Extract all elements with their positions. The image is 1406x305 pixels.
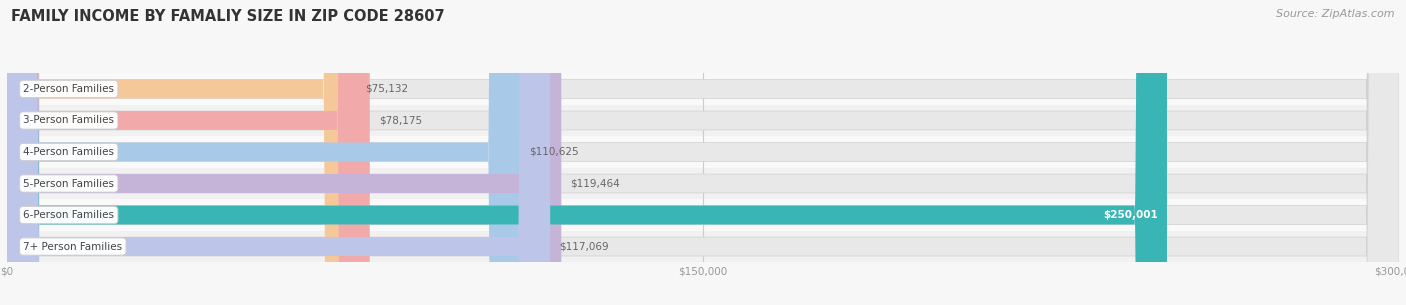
FancyBboxPatch shape <box>7 0 1167 305</box>
FancyBboxPatch shape <box>7 0 561 305</box>
FancyBboxPatch shape <box>7 0 370 305</box>
Text: 5-Person Families: 5-Person Families <box>24 178 114 188</box>
FancyBboxPatch shape <box>7 0 1399 305</box>
Text: 3-Person Families: 3-Person Families <box>24 116 114 125</box>
Text: 4-Person Families: 4-Person Families <box>24 147 114 157</box>
FancyBboxPatch shape <box>7 0 1399 305</box>
Text: 2-Person Families: 2-Person Families <box>24 84 114 94</box>
Text: FAMILY INCOME BY FAMALIY SIZE IN ZIP CODE 28607: FAMILY INCOME BY FAMALIY SIZE IN ZIP COD… <box>11 9 444 24</box>
Bar <box>7 199 1399 231</box>
Text: $250,001: $250,001 <box>1102 210 1157 220</box>
FancyBboxPatch shape <box>7 0 550 305</box>
FancyBboxPatch shape <box>7 0 356 305</box>
FancyBboxPatch shape <box>7 0 1399 305</box>
Text: $75,132: $75,132 <box>366 84 408 94</box>
Text: $117,069: $117,069 <box>560 242 609 252</box>
FancyBboxPatch shape <box>7 0 1399 305</box>
Bar <box>7 73 1399 105</box>
Bar <box>7 231 1399 262</box>
Text: 6-Person Families: 6-Person Families <box>24 210 114 220</box>
Text: $110,625: $110,625 <box>530 147 579 157</box>
FancyBboxPatch shape <box>7 0 1399 305</box>
Text: $78,175: $78,175 <box>380 116 422 125</box>
Text: $119,464: $119,464 <box>571 178 620 188</box>
Text: 7+ Person Families: 7+ Person Families <box>24 242 122 252</box>
Bar <box>7 168 1399 199</box>
FancyBboxPatch shape <box>7 0 1399 305</box>
Bar <box>7 136 1399 168</box>
Bar <box>7 105 1399 136</box>
Text: Source: ZipAtlas.com: Source: ZipAtlas.com <box>1277 9 1395 19</box>
FancyBboxPatch shape <box>7 0 520 305</box>
